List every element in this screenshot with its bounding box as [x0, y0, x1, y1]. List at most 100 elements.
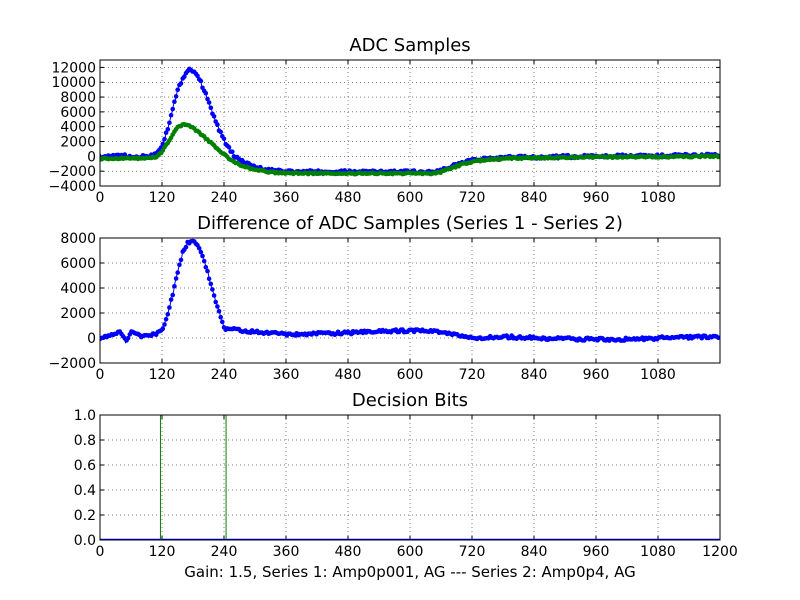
y-tick-label: 0.0: [74, 533, 96, 549]
x-tick-label: 840: [521, 367, 548, 383]
data-point: [206, 276, 212, 282]
data-point: [182, 74, 187, 79]
x-tick-label: 240: [211, 544, 238, 560]
data-point: [208, 281, 214, 287]
y-tick-label: −2000: [49, 356, 96, 372]
data-point: [195, 73, 200, 79]
data-point: [168, 112, 174, 118]
axes-frame: [99, 414, 721, 541]
x-tick-label: 1080: [640, 544, 676, 560]
y-tick-label: 2000: [60, 135, 96, 151]
data-point: [205, 268, 210, 274]
data-point: [218, 314, 223, 320]
data-point: [215, 122, 220, 127]
y-tick-label: 6000: [60, 256, 96, 272]
x-tick-label: 720: [459, 367, 486, 383]
y-tick-label: 4000: [60, 281, 96, 297]
data-point: [220, 319, 225, 325]
plot-area: [100, 66, 720, 177]
x-tick-label: 960: [583, 190, 610, 206]
data-point: [173, 94, 179, 99]
x-tick-label: 480: [335, 367, 362, 383]
x-tick-label: 360: [273, 367, 300, 383]
data-point: [175, 270, 180, 275]
y-tick-label: 2000: [60, 306, 96, 322]
data-point: [215, 304, 220, 309]
data-point: [226, 144, 232, 150]
data-point: [221, 136, 227, 142]
figure-caption: Gain: 1.5, Series 1: Amp0p001, AG --- Se…: [184, 563, 635, 581]
y-tick-label: 0: [87, 331, 96, 347]
data-point: [216, 308, 222, 314]
plot-title: Decision Bits: [352, 390, 468, 411]
decision-bits-plot: Decision Bits 0 120 240 360 480 600 720 840 960 10…: [74, 390, 738, 560]
data-point: [173, 276, 179, 281]
x-tick-label: 0: [96, 367, 105, 383]
y-tick-label: 8000: [60, 90, 96, 106]
y-tick-label: 8000: [60, 231, 96, 247]
data-point: [160, 326, 166, 332]
data-point: [165, 312, 171, 317]
data-point: [163, 130, 169, 135]
data-point: [218, 129, 223, 135]
plot-area: [100, 415, 720, 540]
x-tick-label: 240: [211, 190, 238, 206]
axes-frame: [99, 59, 721, 187]
y-tick-label: 0.6: [74, 458, 96, 474]
data-point: [183, 244, 189, 250]
series-line: [100, 123, 720, 175]
data-point: [211, 293, 217, 298]
data-point: [203, 91, 209, 96]
data-point: [206, 100, 212, 105]
data-point: [208, 105, 214, 111]
y-tick-label: 0.4: [74, 483, 96, 499]
x-tick-label: 360: [273, 544, 300, 560]
x-tick-label: 120: [149, 367, 176, 383]
data-point: [172, 99, 177, 104]
x-tick-label: 960: [583, 544, 610, 560]
x-tick-label: 600: [397, 367, 424, 383]
data-point: [230, 149, 235, 154]
data-point: [177, 262, 182, 268]
adc-samples-plot: ADC Samples 0 120 240 360 480 600 720 840 960 1080…: [49, 35, 721, 206]
plot-title: ADC Samples: [349, 35, 470, 56]
y-tick-label: 4000: [60, 120, 96, 136]
x-tick-label: 120: [149, 544, 176, 560]
plot-title: Difference of ADC Samples (Series 1 - Se…: [197, 213, 623, 234]
data-point: [196, 246, 202, 251]
x-tick-label: 480: [335, 544, 362, 560]
y-tick-label: 0: [87, 149, 96, 165]
y-tick-label: 1.0: [74, 408, 96, 424]
data-point: [162, 322, 167, 327]
data-point: [178, 81, 184, 86]
data-point: [198, 249, 204, 255]
x-tick-label: 840: [521, 190, 548, 206]
x-tick-label: 480: [335, 190, 362, 206]
data-point: [168, 297, 174, 302]
data-point: [175, 87, 180, 92]
x-tick-label: 360: [273, 190, 300, 206]
x-tick-label: 720: [459, 544, 486, 560]
data-point: [167, 305, 172, 310]
data-point: [163, 317, 169, 322]
data-point: [716, 335, 720, 341]
data-point: [201, 258, 207, 264]
data-point: [203, 264, 209, 270]
x-tick-label: 240: [211, 367, 238, 383]
data-point: [200, 253, 205, 259]
data-point: [167, 120, 172, 126]
data-point: [205, 96, 210, 102]
x-tick-label: 720: [459, 190, 486, 206]
data-point: [165, 127, 171, 132]
x-tick-label: 600: [397, 544, 424, 560]
data-point: [178, 257, 184, 263]
y-tick-label: 12000: [51, 60, 96, 76]
data-point: [172, 284, 177, 289]
x-tick-label: 120: [149, 190, 176, 206]
x-tick-label: 960: [583, 367, 610, 383]
plot-area: [100, 238, 720, 344]
y-tick-label: −4000: [49, 179, 96, 195]
data-point: [170, 292, 175, 298]
data-point: [210, 287, 215, 292]
